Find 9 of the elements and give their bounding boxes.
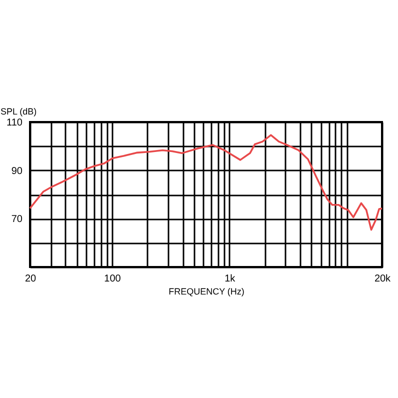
x-tick-label: 20k [374,274,392,284]
y-tick-label: 90 [11,166,23,177]
x-tick-label: 1k [224,274,236,284]
y-tick-label: 70 [11,214,23,226]
y-axis-title: SPL (dB) [0,106,37,116]
x-axis-title: FREQUENCY (Hz) [168,286,244,296]
x-tick-label: 20 [24,274,36,284]
x-tick-label: 100 [104,274,122,284]
y-tick-label: 110 [6,118,23,128]
